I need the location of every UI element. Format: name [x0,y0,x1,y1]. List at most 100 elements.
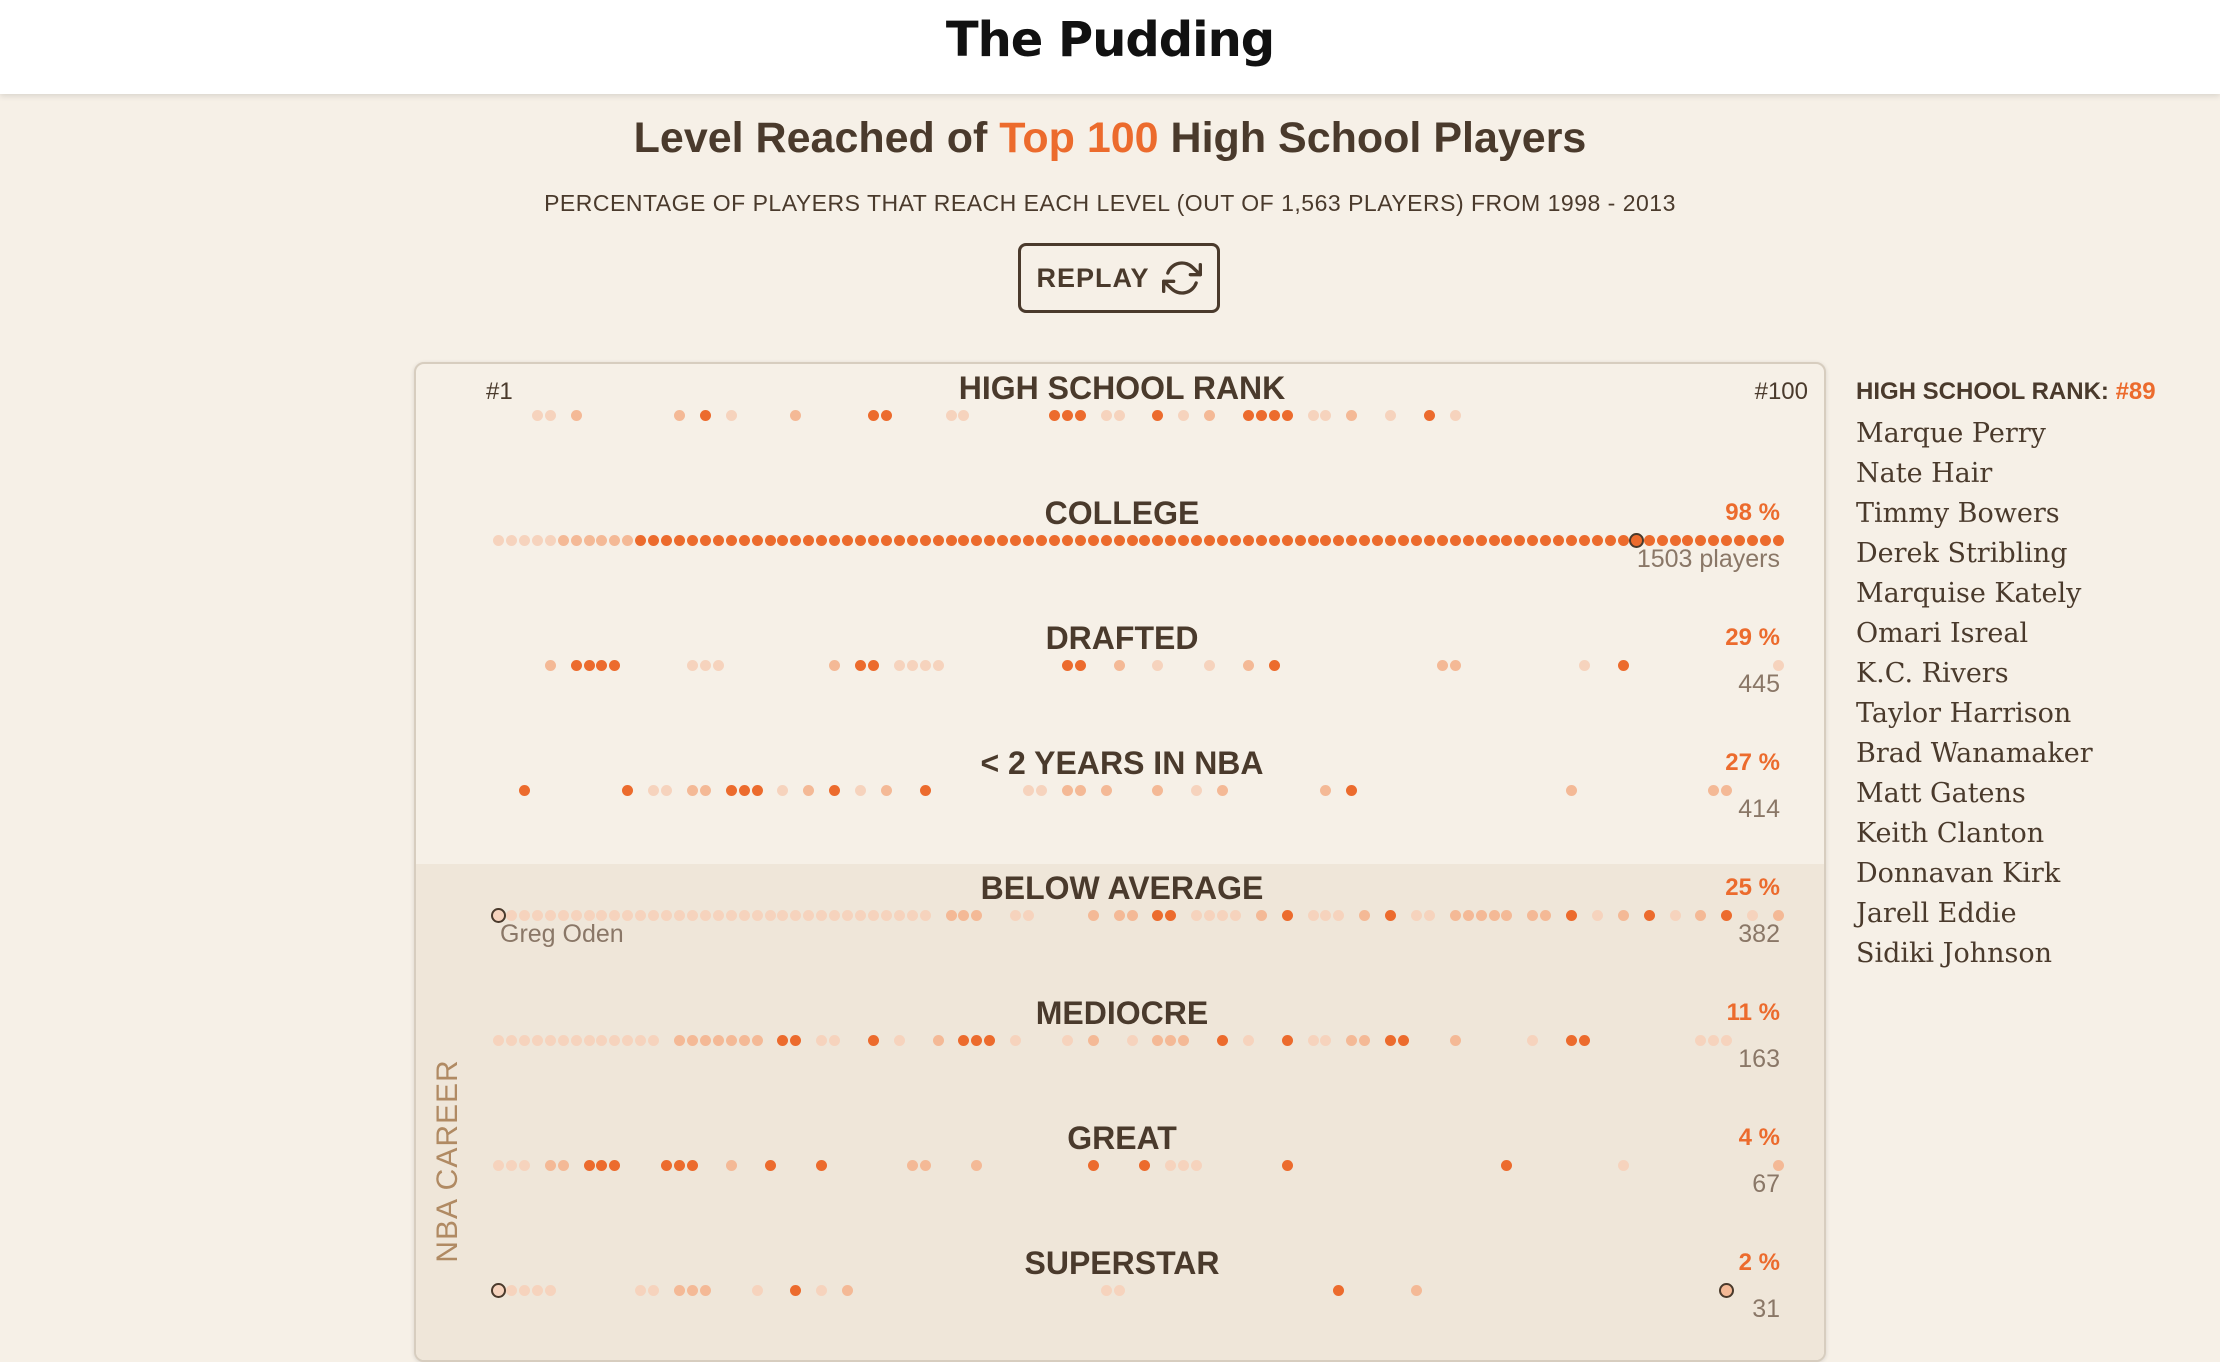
player-dot[interactable] [971,1035,983,1046]
player-dot[interactable] [1747,910,1759,921]
player-dot[interactable] [583,910,595,921]
player-dot[interactable] [997,535,1009,546]
player-dot[interactable] [1255,910,1267,921]
player-dot[interactable] [686,910,698,921]
player-dot[interactable] [867,910,879,921]
player-dot[interactable] [1281,910,1293,921]
player-dot[interactable] [1191,1160,1203,1171]
player-dot[interactable] [1320,535,1332,546]
player-dot[interactable] [1385,1035,1397,1046]
player-dot[interactable] [855,535,867,546]
player-dot[interactable] [674,910,685,921]
player-dot[interactable] [1708,785,1720,796]
player-dot[interactable] [790,1035,802,1046]
player-dot[interactable] [1346,1035,1358,1046]
player-dot[interactable] [1669,535,1681,546]
player-dot[interactable] [1165,1035,1177,1046]
highlighted-player-dot[interactable] [1719,1283,1735,1298]
player-dot[interactable] [971,910,983,921]
player-dot[interactable] [1178,1035,1190,1046]
player-dot[interactable] [1617,535,1629,546]
player-dot[interactable] [790,535,802,546]
player-dot[interactable] [932,1035,944,1046]
player-dot[interactable] [712,910,724,921]
replay-button[interactable]: REPLAY [1018,243,1220,313]
player-dot[interactable] [557,1160,569,1171]
player-dot[interactable] [1281,410,1293,421]
player-dot[interactable] [1501,1160,1513,1171]
player-dot[interactable] [1385,910,1397,921]
player-dot[interactable] [1721,535,1733,546]
player-dot[interactable] [648,1285,660,1296]
player-dot[interactable] [1165,910,1177,921]
player-dot[interactable] [1579,1035,1591,1046]
player-dot[interactable] [686,1035,698,1046]
player-dot[interactable] [531,535,543,546]
player-dot[interactable] [867,660,879,671]
player-dot[interactable] [880,410,892,421]
player-dot[interactable] [764,535,776,546]
player-dot[interactable] [1307,910,1319,921]
player-dot[interactable] [1488,535,1500,546]
player-dot[interactable] [596,910,608,921]
player-dot[interactable] [661,535,673,546]
player-dot[interactable] [1773,535,1784,546]
player-dot[interactable] [686,535,698,546]
player-dot[interactable] [1708,535,1720,546]
player-dot[interactable] [1527,910,1539,921]
player-dot[interactable] [1320,1035,1332,1046]
player-dot[interactable] [1023,535,1035,546]
player-dot[interactable] [1113,535,1125,546]
site-logo[interactable]: The Pudding [945,12,1275,68]
player-dot[interactable] [1139,535,1151,546]
player-dot[interactable] [1074,535,1086,546]
player-dot[interactable] [1152,1035,1164,1046]
player-dot[interactable] [971,1160,983,1171]
player-dot[interactable] [816,1035,828,1046]
player-dot[interactable] [829,1035,841,1046]
player-dot[interactable] [829,785,841,796]
player-dot[interactable] [674,410,685,421]
player-dot[interactable] [1191,910,1203,921]
player-dot[interactable] [803,910,815,921]
player-dot[interactable] [777,1035,789,1046]
player-dot[interactable] [1708,1035,1720,1046]
player-dot[interactable] [1617,910,1629,921]
player-dot[interactable] [984,1035,996,1046]
player-dot[interactable] [1061,785,1073,796]
player-dot[interactable] [893,535,905,546]
player-dot[interactable] [1527,535,1539,546]
player-dot[interactable] [1346,410,1358,421]
player-dot[interactable] [1372,535,1384,546]
player-dot[interactable] [609,910,621,921]
player-dot[interactable] [544,410,556,421]
player-dot[interactable] [570,910,582,921]
player-dot[interactable] [1695,910,1707,921]
player-dot[interactable] [1721,910,1733,921]
player-dot[interactable] [1423,535,1435,546]
player-dot[interactable] [544,1160,556,1171]
player-dot[interactable] [1540,910,1552,921]
player-dot[interactable] [1449,410,1461,421]
player-dot[interactable] [518,910,530,921]
player-dot[interactable] [1281,1035,1293,1046]
player-dot[interactable] [1217,1035,1229,1046]
player-dot[interactable] [738,910,750,921]
player-dot[interactable] [1514,535,1526,546]
player-dot[interactable] [1100,410,1112,421]
player-dot[interactable] [1178,410,1190,421]
player-dot[interactable] [751,785,763,796]
player-dot[interactable] [1023,910,1035,921]
player-dot[interactable] [686,1285,698,1296]
player-dot[interactable] [1501,535,1513,546]
player-dot[interactable] [1165,535,1177,546]
player-dot[interactable] [1178,1160,1190,1171]
player-dot[interactable] [738,785,750,796]
player-dot[interactable] [1462,910,1474,921]
player-dot[interactable] [1449,660,1461,671]
player-dot[interactable] [1061,1035,1073,1046]
player-dot[interactable] [1023,785,1035,796]
player-dot[interactable] [557,910,569,921]
player-dot[interactable] [958,910,970,921]
player-dot[interactable] [1591,535,1603,546]
